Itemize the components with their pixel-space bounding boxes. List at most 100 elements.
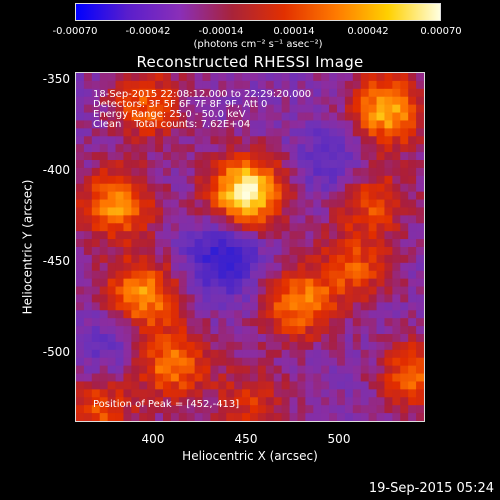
heatmap-cell bbox=[297, 215, 306, 224]
heatmap-cell bbox=[281, 373, 290, 382]
heatmap-cell bbox=[234, 144, 243, 153]
heatmap-cell bbox=[376, 270, 385, 280]
heatmap-cell bbox=[131, 365, 140, 374]
heatmap-cell bbox=[392, 247, 401, 256]
heatmap-cell bbox=[257, 270, 267, 280]
heatmap-cell bbox=[147, 199, 156, 208]
heatmap-cell bbox=[91, 73, 101, 82]
heatmap-cell bbox=[376, 381, 385, 390]
heatmap-cell bbox=[352, 405, 362, 414]
heatmap-cell bbox=[250, 294, 259, 303]
heatmap-cell bbox=[384, 136, 393, 145]
heatmap-cell bbox=[337, 413, 346, 421]
heatmap-cell bbox=[178, 144, 188, 153]
heatmap-cell bbox=[360, 349, 370, 359]
heatmap-cell bbox=[313, 381, 322, 390]
heatmap-cell bbox=[202, 381, 211, 390]
heatmap-cell bbox=[123, 341, 132, 351]
heatmap-cell bbox=[242, 294, 251, 303]
heatmap-cell bbox=[289, 254, 298, 264]
heatmap-cell bbox=[416, 341, 424, 351]
heatmap-cell bbox=[178, 231, 188, 240]
heatmap-cell bbox=[194, 294, 203, 303]
heatmap-cell bbox=[352, 294, 362, 303]
heatmap-cell bbox=[186, 231, 196, 240]
heatmap-cell bbox=[210, 326, 219, 335]
heatmap-cell bbox=[131, 318, 140, 327]
heatmap-cell bbox=[91, 334, 101, 343]
heatmap-cell bbox=[131, 278, 140, 287]
heatmap-cell bbox=[155, 278, 164, 287]
heatmap-cell bbox=[273, 365, 283, 374]
heatmap-cell bbox=[392, 144, 401, 153]
heatmap-cell bbox=[408, 357, 417, 367]
heatmap-cell bbox=[289, 302, 298, 311]
heatmap-cell bbox=[218, 278, 227, 287]
heatmap-cell bbox=[416, 167, 424, 177]
heatmap-cell bbox=[123, 413, 132, 421]
heatmap-cell bbox=[273, 239, 283, 248]
heatmap-cell bbox=[281, 167, 290, 177]
heatmap-cell bbox=[155, 270, 164, 280]
heatmap-cell bbox=[234, 278, 243, 287]
heatmap-cell bbox=[360, 152, 370, 161]
heatmap-cell bbox=[384, 160, 393, 169]
heatmap-cell bbox=[313, 278, 322, 287]
heatmap-cell bbox=[344, 294, 354, 303]
heatmap-cell bbox=[265, 96, 275, 106]
heatmap-cell bbox=[115, 262, 124, 272]
heatmap-cell bbox=[408, 199, 417, 208]
heatmap-cell bbox=[360, 294, 370, 303]
heatmap-cell bbox=[289, 183, 298, 193]
heatmap-cell bbox=[226, 88, 235, 98]
heatmap-cell bbox=[384, 270, 393, 280]
heatmap-cell bbox=[170, 270, 180, 280]
heatmap-cell bbox=[344, 318, 354, 327]
heatmap-cell bbox=[115, 128, 124, 137]
heatmap-cell bbox=[273, 397, 283, 406]
heatmap-cell bbox=[155, 254, 164, 264]
heatmap-cell bbox=[194, 160, 203, 169]
heatmap-cell bbox=[337, 349, 346, 359]
heatmap-cell bbox=[139, 152, 148, 161]
heatmap-cell bbox=[234, 199, 243, 208]
heatmap-cell bbox=[234, 334, 243, 343]
heatmap-cell bbox=[289, 278, 298, 287]
heatmap-cell bbox=[99, 199, 109, 208]
heatmap-cell bbox=[186, 334, 196, 343]
heatmap-cell bbox=[242, 128, 251, 137]
heatmap-cell bbox=[178, 397, 188, 406]
heatmap-cell bbox=[400, 254, 409, 264]
heatmap-cell bbox=[313, 294, 322, 303]
heatmap-cell bbox=[170, 373, 180, 382]
heatmap-cell bbox=[202, 96, 211, 106]
heatmap-cell bbox=[194, 223, 203, 232]
info-energy-range: Energy Range: 25.0 - 50.0 keV bbox=[93, 109, 246, 120]
heatmap-cell bbox=[234, 294, 243, 303]
heatmap-cell bbox=[313, 175, 322, 185]
heatmap-cell bbox=[242, 104, 251, 113]
heatmap-cell bbox=[194, 278, 203, 287]
heatmap-cell bbox=[147, 73, 156, 82]
heatmap-cell bbox=[99, 381, 109, 390]
heatmap-cell bbox=[210, 199, 219, 208]
heatmap-cell bbox=[289, 318, 298, 327]
heatmap-cell bbox=[210, 247, 219, 256]
heatmap-cell bbox=[170, 183, 180, 193]
heatmap-cell bbox=[321, 357, 330, 367]
heatmap-cell bbox=[218, 413, 227, 421]
heatmap-cell bbox=[210, 278, 219, 287]
heatmap-cell bbox=[313, 389, 322, 398]
heatmap-cell bbox=[337, 191, 346, 200]
heatmap-cell bbox=[91, 128, 101, 137]
heatmap-cell bbox=[257, 294, 267, 303]
heatmap-cell bbox=[337, 381, 346, 390]
heatmap-cell bbox=[115, 334, 124, 343]
heatmap-cell bbox=[273, 73, 283, 82]
heatmap-cell bbox=[281, 397, 290, 406]
heatmap-cell bbox=[147, 104, 156, 113]
colorbar-tick-label: 0.00042 bbox=[347, 26, 389, 37]
heatmap-cell bbox=[226, 405, 235, 414]
heatmap-cell bbox=[297, 270, 306, 280]
heatmap-cell bbox=[186, 270, 196, 280]
